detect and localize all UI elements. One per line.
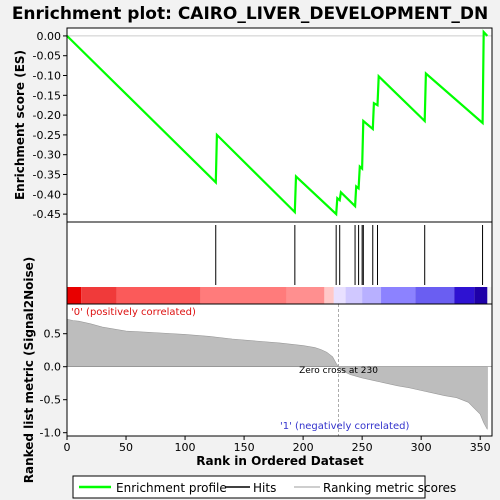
color-bar-segment-6	[333, 287, 346, 304]
es-y-tick-label: -0.10	[33, 70, 61, 83]
metric-panel-border	[66, 303, 493, 437]
es-y-tick-label: -0.45	[33, 208, 61, 221]
color-bar-segment-12	[474, 287, 488, 304]
positive-correlation-label: '0' (positively correlated)	[71, 307, 196, 318]
color-bar-segment-7	[345, 287, 363, 304]
metric-y-axis-label: Ranked list metric (Signal2Noise)	[22, 257, 36, 484]
legend-enrichment-label: Enrichment profile	[116, 481, 227, 495]
x-tick-label: 0	[64, 441, 71, 454]
x-tick-label: 350	[470, 441, 491, 454]
metric-y-tick-label: 0.0	[44, 361, 62, 374]
legend-metric-label: Ranking metric scores	[323, 481, 456, 495]
es-y-axis-label: Enrichment score (ES)	[13, 50, 27, 200]
color-bar-segment-0	[67, 287, 82, 304]
hits-panel-bg	[67, 222, 492, 287]
metric-y-tick-label: 0.5	[44, 328, 62, 341]
negative-correlation-label: '1' (negatively correlated)	[280, 421, 409, 432]
color-bar-segment-4	[286, 287, 325, 304]
es-y-tick-label: -0.30	[33, 149, 61, 162]
color-bar-segment-10	[415, 287, 455, 304]
x-tick-label: 250	[352, 441, 373, 454]
zero-cross-label: Zero cross at 230	[299, 366, 378, 376]
es-panel-bg	[67, 28, 492, 222]
chart-title: Enrichment plot: CAIRO_LIVER_DEVELOPMENT…	[12, 4, 488, 24]
metric-y-tick-label: -1.0	[40, 427, 61, 440]
color-bar-segment-2	[116, 287, 201, 304]
es-y-tick-label: -0.40	[33, 188, 61, 201]
color-bar-segment-1	[81, 287, 117, 304]
color-bar-segment-8	[362, 287, 382, 304]
color-bar-segment-11	[454, 287, 475, 304]
metric-y-tick-label: -0.5	[40, 394, 61, 407]
es-y-tick-label: -0.20	[33, 109, 61, 122]
es-y-tick-label: -0.15	[33, 89, 61, 102]
x-axis-label: Rank in Ordered Dataset	[196, 454, 364, 468]
x-tick-label: 150	[234, 441, 255, 454]
color-bar-segment-9	[381, 287, 416, 304]
x-tick-label: 300	[411, 441, 432, 454]
es-y-tick-label: -0.25	[33, 129, 61, 142]
x-tick-label: 100	[175, 441, 196, 454]
x-tick-label: 50	[119, 441, 133, 454]
color-bar-segment-3	[200, 287, 287, 304]
x-tick-label: 200	[293, 441, 314, 454]
es-y-tick-label: 0.00	[37, 30, 62, 43]
ranking-metric-area	[66, 318, 488, 430]
color-bar-segment-5	[324, 287, 334, 304]
es-y-tick-label: -0.05	[33, 50, 61, 63]
enrichment-profile-line	[66, 29, 489, 217]
legend-hits-label: Hits	[253, 481, 276, 495]
es-y-tick-label: -0.35	[33, 168, 61, 181]
